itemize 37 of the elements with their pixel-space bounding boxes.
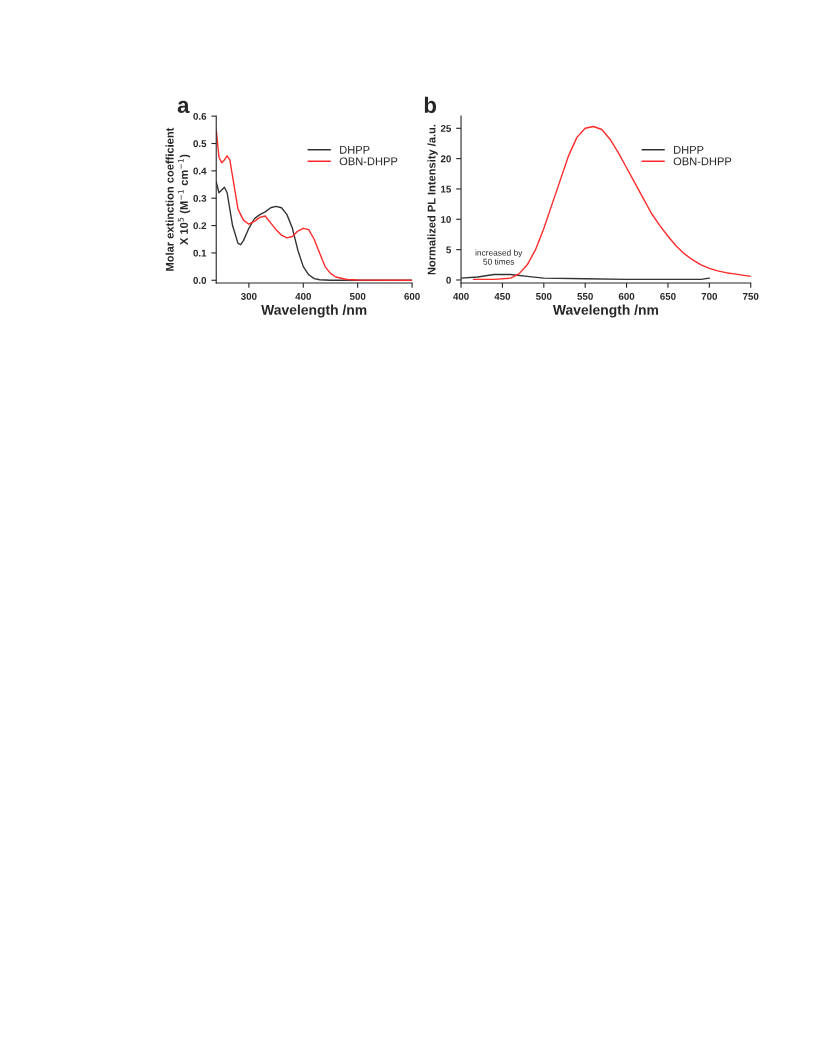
x-axis-title: Wavelength /nm <box>552 304 659 318</box>
line-series <box>472 125 751 281</box>
x-tick-label: 600 <box>618 292 635 300</box>
legend-label: DHPP <box>674 146 704 154</box>
x-tick-label: 300 <box>240 292 257 300</box>
y-tick-label: 15 <box>441 185 452 193</box>
y-axis-title: Normalized PL Intensity /a.u. <box>427 124 438 275</box>
x-tick-label: 600 <box>404 292 420 300</box>
chart-title: b <box>424 96 437 114</box>
y-tick-label: 0.3 <box>193 194 207 202</box>
x-tick-label: 450 <box>494 292 511 300</box>
y-tick-label: 0.1 <box>193 249 207 257</box>
y-tick-label: 0.2 <box>193 222 207 230</box>
y-tick-label: 0.5 <box>193 140 207 148</box>
x-tick-label: 500 <box>536 292 552 300</box>
x-tick-label: 550 <box>577 292 593 300</box>
x-axis-title: Wavelength /nm <box>261 304 367 318</box>
y-tick-label: 0.0 <box>193 277 207 284</box>
x-tick-label: 400 <box>453 292 469 300</box>
y-tick-label: 0.4 <box>193 167 207 175</box>
annotation: increased by 50 times <box>475 249 523 265</box>
legend-label: OBN-DHPP <box>339 157 398 166</box>
x-tick-label: 750 <box>743 292 759 300</box>
x-tick-label: 500 <box>349 292 366 300</box>
y-tick-label: 10 <box>441 216 451 223</box>
legend-label: OBN-DHPP <box>673 157 732 166</box>
x-tick-label: 400 <box>295 292 311 300</box>
y-tick-label: 0.6 <box>193 112 207 120</box>
y-tick-label: 25 <box>440 125 452 132</box>
y-axis-title: Molar extinction coefficient X 10$^{5}$ (M$^{−1}$ cm$^{−1}$) <box>165 127 191 271</box>
legend-label: DHPP <box>340 146 370 154</box>
x-tick-label: 650 <box>660 292 676 300</box>
chart-title: a <box>177 100 190 114</box>
y-tick-label: 0 <box>446 276 451 284</box>
x-tick-label: 700 <box>701 292 718 300</box>
y-tick-label: 5 <box>446 246 452 254</box>
y-tick-label: 20 <box>440 155 451 163</box>
